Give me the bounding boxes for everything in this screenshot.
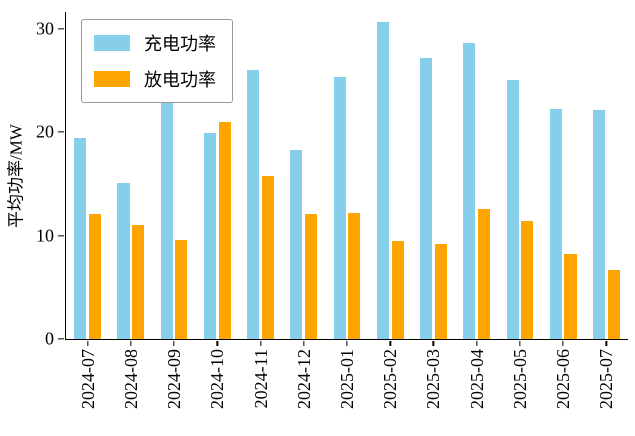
legend-swatch-charge xyxy=(94,35,130,51)
x-tick-label: 2024-10 xyxy=(207,349,228,409)
x-tick-label: 2025-03 xyxy=(423,349,444,409)
legend-label: 放电功率 xyxy=(144,70,216,90)
x-tick-mark xyxy=(346,340,348,346)
bar-discharge-power xyxy=(218,121,231,339)
x-tick-mark xyxy=(519,340,521,346)
bar-discharge-power xyxy=(564,254,577,339)
y-tick-mark xyxy=(57,27,65,30)
legend-swatch-discharge xyxy=(94,71,130,87)
bar-charge-power xyxy=(203,133,216,339)
bar-charge-power xyxy=(160,54,173,339)
bar-discharge-power xyxy=(132,225,145,339)
x-tick-mark xyxy=(130,340,132,346)
bar-discharge-power xyxy=(305,213,318,339)
bar-charge-power xyxy=(117,182,130,339)
y-tick-mark xyxy=(57,131,65,133)
bar-discharge-power xyxy=(521,221,534,339)
bar-charge-power xyxy=(549,109,562,339)
x-tick-mark xyxy=(605,340,608,346)
x-tick-label: 2024-07 xyxy=(77,349,98,409)
bar-charge-power xyxy=(333,77,346,339)
x-tick-label: 2025-07 xyxy=(596,349,617,409)
x-tick-label: 2024-12 xyxy=(293,349,314,409)
x-tick-label: 2025-04 xyxy=(466,349,487,409)
bar-discharge-power xyxy=(88,213,101,339)
bar-charge-power xyxy=(376,22,389,339)
bar-discharge-power xyxy=(477,208,491,339)
x-tick-label: 2025-02 xyxy=(380,349,401,409)
bar-charge-power xyxy=(290,149,303,339)
x-tick-label: 2025-05 xyxy=(509,349,530,409)
y-tick-label: 30 xyxy=(36,18,54,39)
x-tick-label: 2024-09 xyxy=(164,349,185,409)
y-tick-mark xyxy=(57,338,65,340)
y-tick-label: 10 xyxy=(36,225,54,246)
legend-item: 充电功率 xyxy=(94,30,216,56)
bar-discharge-power xyxy=(348,212,361,339)
bar-discharge-power xyxy=(175,239,188,339)
x-tick-mark xyxy=(476,340,478,346)
x-tick-mark xyxy=(303,340,305,346)
legend: 充电功率 放电功率 xyxy=(81,19,233,103)
bar-charge-power xyxy=(247,69,260,339)
x-tick-label: 2025-06 xyxy=(553,349,574,409)
x-tick-mark xyxy=(259,340,262,346)
x-tick-mark xyxy=(389,340,391,346)
legend-label: 充电功率 xyxy=(144,34,216,54)
bar-discharge-power xyxy=(607,269,620,339)
x-tick-label: 2024-08 xyxy=(120,349,141,409)
y-tick-label: 0 xyxy=(45,328,54,349)
x-tick-mark xyxy=(562,340,564,346)
plot-area: 充电功率 放电功率 2024-07 2024-08 2024-09 2024-10 202… xyxy=(36,12,628,409)
bar-charge-power xyxy=(592,110,606,339)
x-tick-mark xyxy=(432,340,435,346)
x-tick-mark xyxy=(86,340,89,346)
y-axis-label: 平均功率/MW xyxy=(6,124,26,228)
x-tick-label: 2024-11 xyxy=(250,349,271,409)
y-tick-label: 20 xyxy=(36,121,54,142)
bar-charge-power xyxy=(420,57,433,339)
y-tick-mark xyxy=(57,234,65,237)
bar-discharge-power xyxy=(434,243,447,339)
x-tick-mark xyxy=(173,340,175,346)
x-tick-label: 2025-01 xyxy=(337,349,357,409)
bar-charge-power xyxy=(74,138,87,339)
legend-item: 放电功率 xyxy=(94,66,216,92)
bar-charge-power xyxy=(463,43,476,339)
bar-charge-power xyxy=(506,80,519,339)
x-tick-mark xyxy=(216,340,218,346)
bar-discharge-power xyxy=(261,175,274,339)
bar-discharge-power xyxy=(391,240,404,339)
